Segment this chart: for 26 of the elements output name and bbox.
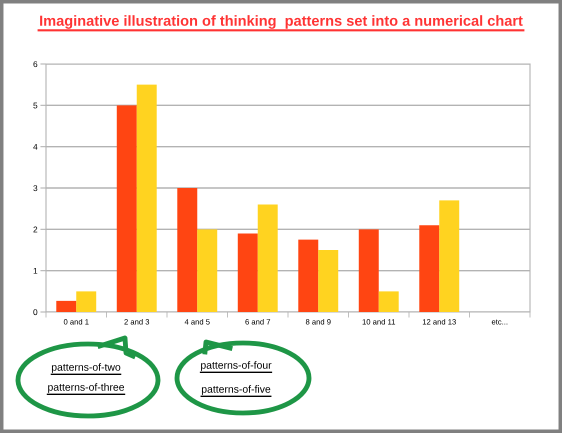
y-tick-label: 0 bbox=[33, 309, 38, 316]
bar bbox=[439, 200, 460, 312]
bar bbox=[378, 291, 399, 312]
bar bbox=[197, 229, 218, 312]
chart-title: Imaginative illustration of thinking patterns set into a numerical chart bbox=[40, 15, 523, 29]
bar bbox=[318, 250, 338, 312]
text: patterns-of-two bbox=[52, 363, 120, 373]
text: patterns-of-three bbox=[48, 383, 124, 393]
text: patterns-of-five bbox=[202, 385, 270, 395]
bar bbox=[298, 240, 318, 312]
text: patterns-of-four bbox=[201, 361, 272, 371]
bar bbox=[177, 188, 198, 312]
y-tick-label: 2 bbox=[33, 226, 38, 232]
bar bbox=[358, 229, 379, 312]
bar bbox=[56, 300, 76, 312]
y-tick-label: 6 bbox=[33, 61, 38, 68]
y-tick-label: 4 bbox=[33, 144, 38, 150]
bar bbox=[238, 233, 258, 312]
bar bbox=[116, 105, 137, 312]
y-tick-label: 1 bbox=[34, 268, 38, 274]
bar bbox=[136, 84, 157, 312]
bar bbox=[76, 291, 96, 312]
bar bbox=[419, 225, 440, 312]
y-tick-label: 3 bbox=[33, 185, 38, 192]
y-tick-label: 5 bbox=[33, 102, 38, 108]
bar bbox=[258, 204, 278, 312]
